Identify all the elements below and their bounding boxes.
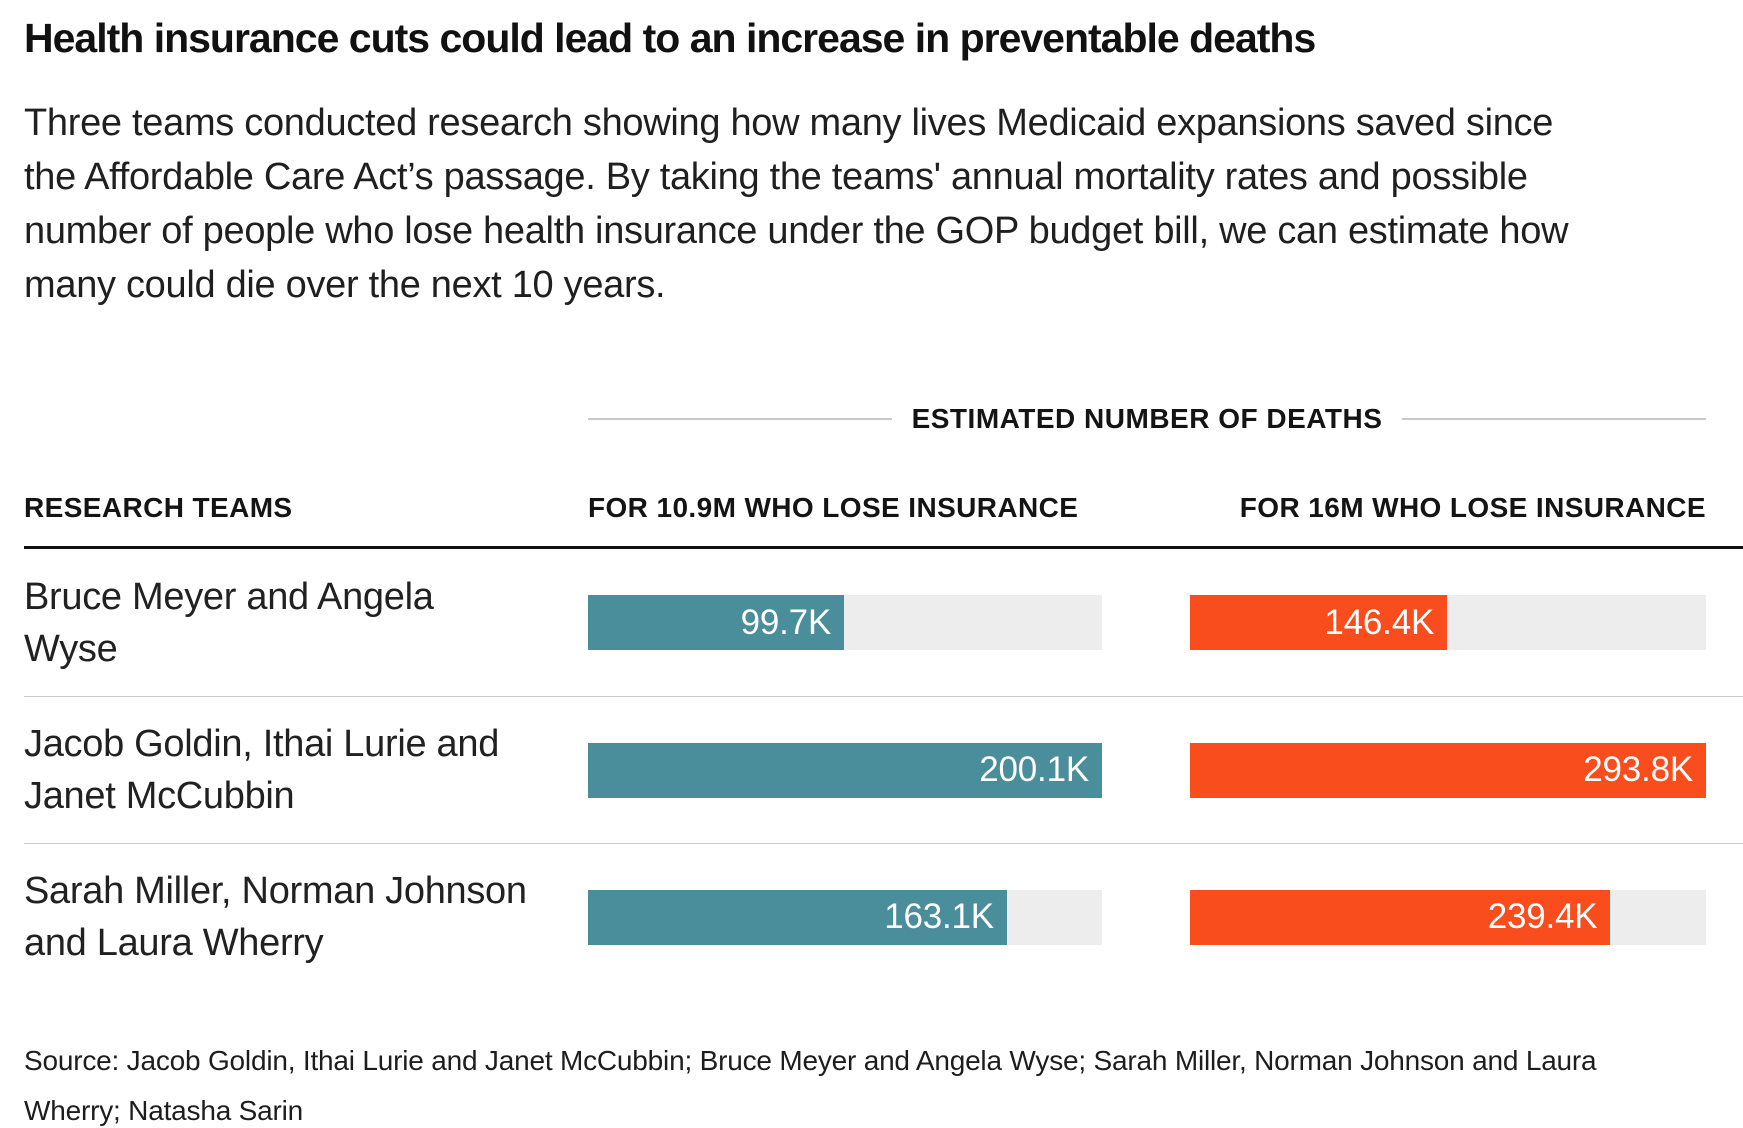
bar-10-9m: 163.1K (588, 889, 1007, 945)
chart-description: Three teams conducted research showing h… (24, 102, 1569, 307)
bar-track-16m: 239.4K (1190, 889, 1706, 945)
bar-value-label: 293.8K (1583, 750, 1693, 790)
bar-track-16m: 293.8K (1190, 742, 1706, 798)
source-note: Source: Jacob Goldin, Ithai Lurie and Ja… (24, 1045, 1597, 1127)
group-header-right-rule (1402, 418, 1706, 421)
bar-16m: 239.4K (1190, 889, 1611, 945)
bar-10-9m: 200.1K (588, 742, 1102, 798)
group-header-row: ESTIMATED NUMBER OF DEATHS (24, 402, 1706, 436)
column-header-row: RESEARCH TEAMS FOR 10.9M WHO LOSE INSURA… (24, 492, 1706, 524)
bar-chart: ESTIMATED NUMBER OF DEATHS RESEARCH TEAM… (24, 402, 1743, 990)
table-row-grid: Jacob Goldin, Ithai Lurie and Janet McCu… (24, 718, 1706, 822)
bar-value-label: 239.4K (1487, 897, 1598, 937)
bar-track-10-9m: 99.7K (588, 595, 1102, 651)
bar-track-10-9m: 163.1K (588, 889, 1102, 945)
table-row-grid: Bruce Meyer and Angela Wyse 99.7K 146.4K (24, 571, 1706, 675)
column-header-10-9m: FOR 10.9M WHO LOSE INSURANCE (588, 492, 1079, 524)
bar-16m: 146.4K (1190, 595, 1448, 651)
bar-track-16m: 146.4K (1190, 595, 1706, 651)
table-row: Bruce Meyer and Angela Wyse 99.7K 146.4K (24, 549, 1743, 696)
group-header-label: ESTIMATED NUMBER OF DEATHS (911, 403, 1383, 435)
column-header-research-teams: RESEARCH TEAMS (24, 492, 293, 524)
table-row: Jacob Goldin, Ithai Lurie and Janet McCu… (24, 696, 1743, 843)
page-title: Health insurance cuts could lead to an i… (24, 15, 1316, 61)
group-header-left-rule (588, 418, 892, 421)
group-header: ESTIMATED NUMBER OF DEATHS (588, 402, 1706, 436)
team-label: Jacob Goldin, Ithai Lurie and Janet McCu… (24, 723, 500, 818)
bar-16m: 293.8K (1190, 742, 1706, 798)
team-label: Bruce Meyer and Angela Wyse (24, 575, 434, 670)
team-label: Sarah Miller, Norman Johnson and Laura W… (24, 870, 527, 965)
bar-value-label: 163.1K (884, 897, 994, 937)
bar-10-9m: 99.7K (588, 595, 845, 651)
bar-value-label: 200.1K (979, 750, 1089, 790)
chart-rows: Bruce Meyer and Angela Wyse 99.7K 146.4K… (24, 549, 1743, 990)
header-rule (24, 546, 1743, 550)
bar-value-label: 146.4K (1324, 602, 1435, 642)
bar-track-10-9m: 200.1K (588, 742, 1102, 798)
column-header-16m: FOR 16M WHO LOSE INSURANCE (1239, 492, 1706, 524)
bar-value-label: 99.7K (740, 602, 832, 642)
table-row-grid: Sarah Miller, Norman Johnson and Laura W… (24, 865, 1706, 969)
table-row: Sarah Miller, Norman Johnson and Laura W… (24, 843, 1743, 990)
